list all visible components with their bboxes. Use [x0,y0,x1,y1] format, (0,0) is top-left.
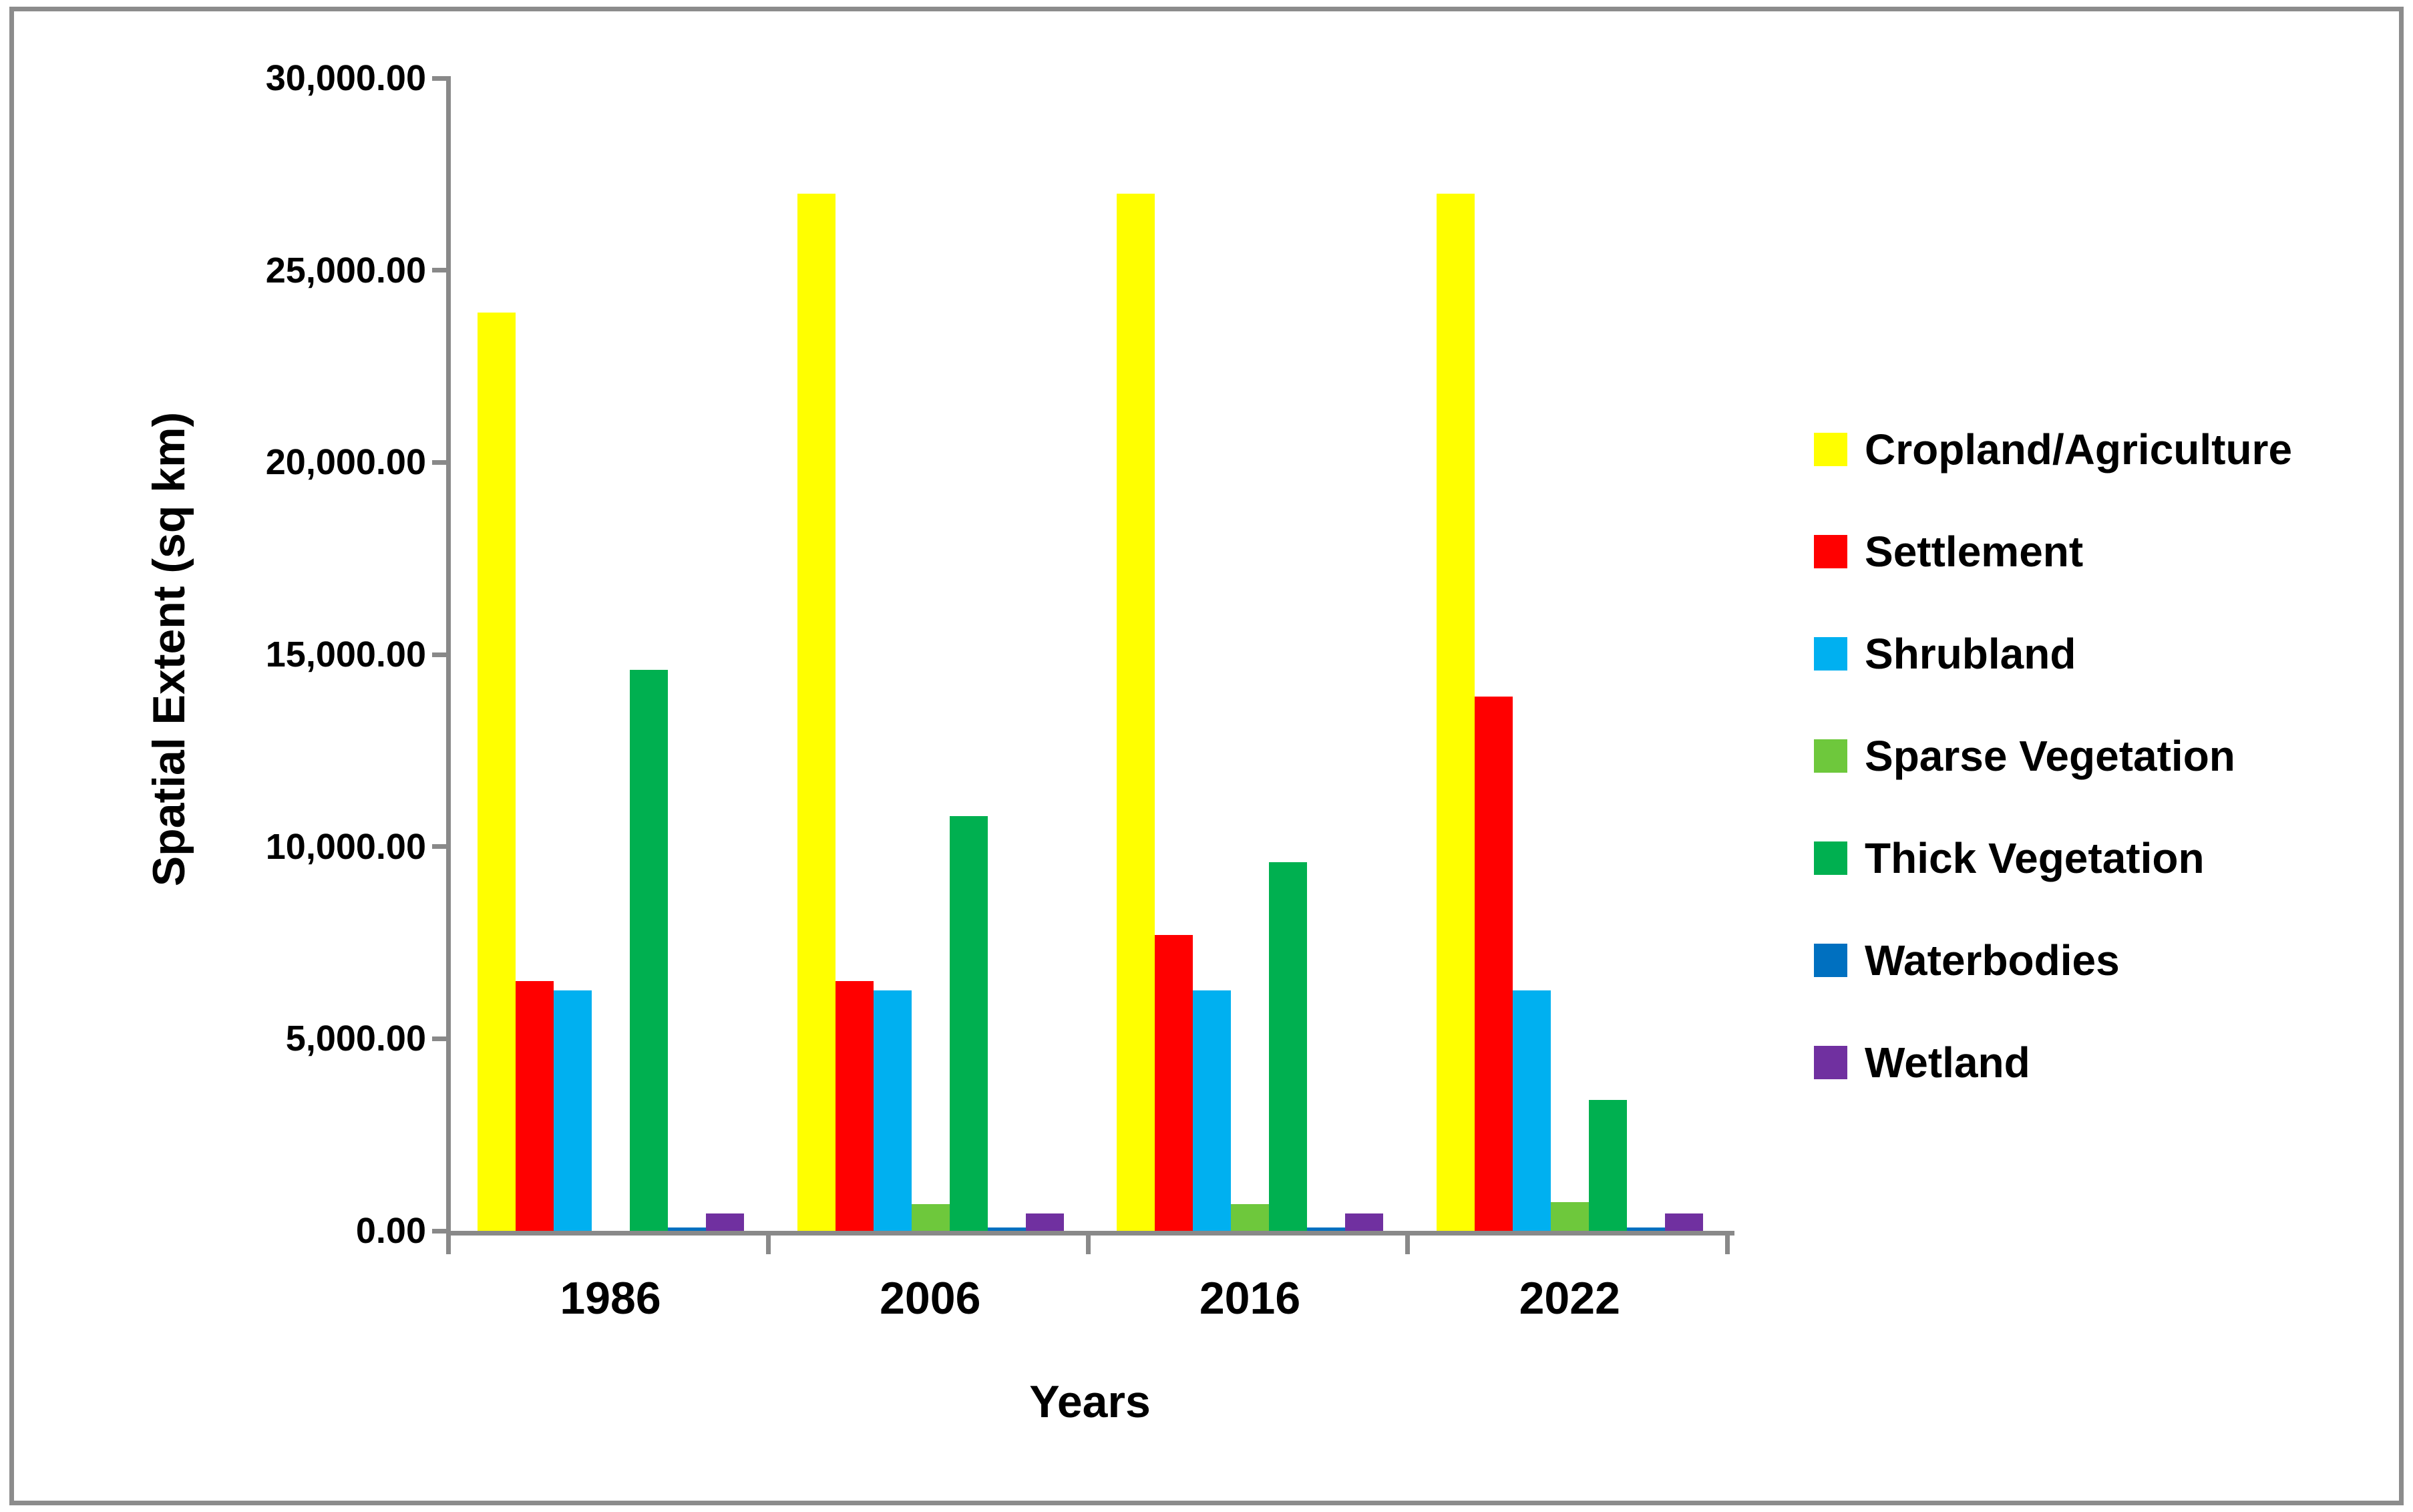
legend-swatch-sparse-vegetation [1814,739,1847,773]
legend-label-wetland: Wetland [1865,1038,2030,1087]
legend: Cropland/Agriculture Settlement Shrubland S… [1814,398,2292,1113]
x-tick-1 [765,1234,771,1254]
bar-waterbodies-2016 [1307,1227,1346,1231]
legend-item-cropland-agriculture: Cropland/Agriculture [1814,398,2292,500]
legend-label-shrubland: Shrubland [1865,629,2076,678]
y-tick-label-5-000-00: 5,000.00 [285,1018,426,1059]
x-tick-4 [1725,1234,1730,1254]
bar-thick-vegetation-2022 [1589,1100,1628,1231]
x-tick-3 [1405,1234,1411,1254]
legend-label-thick-vegetation: Thick Vegetation [1865,833,2205,882]
bar-waterbodies-2006 [987,1227,1026,1231]
legend-swatch-settlement [1814,534,1847,568]
y-tick-label-20-000-00: 20,000.00 [265,442,426,483]
legend-swatch-wetland [1814,1045,1847,1079]
y-axis-line [446,78,451,1239]
x-tick-2 [1085,1234,1091,1254]
plot-area [451,78,1730,1231]
y-tick-25-000-00 [432,268,451,273]
y-tick-label-25-000-00: 25,000.00 [265,250,426,291]
bar-waterbodies-2022 [1627,1227,1666,1231]
legend-item-shrubland: Shrubland [1814,602,2292,705]
legend-item-wetland: Wetland [1814,1011,2292,1113]
legend-label-sparse-vegetation: Sparse Vegetation [1865,731,2235,780]
legend-item-settlement: Settlement [1814,500,2292,602]
bar-sparse-vegetation-2022 [1551,1201,1590,1231]
bar-group-2006 [771,78,1091,1231]
y-tick-label-15-000-00: 15,000.00 [265,634,426,675]
x-axis-line [446,1231,1734,1236]
legend-label-waterbodies: Waterbodies [1865,936,2120,984]
bar-thick-vegetation-1986 [629,670,668,1231]
y-tick-label-0-00: 0.00 [355,1211,426,1251]
legend-swatch-cropland-agriculture [1814,432,1847,466]
y-tick-10-000-00 [432,844,451,849]
bar-sparse-vegetation-2016 [1231,1203,1270,1231]
x-tick-0 [446,1234,451,1254]
bar-sparse-vegetation-2006 [911,1203,950,1231]
bar-settlement-2016 [1155,935,1193,1231]
y-tick-label-10-000-00: 10,000.00 [265,826,426,867]
bar-settlement-2022 [1475,697,1513,1231]
bar-settlement-1986 [515,981,554,1231]
bar-settlement-2006 [835,981,874,1231]
category-label-2016: 2016 [1199,1273,1301,1324]
legend-item-waterbodies: Waterbodies [1814,909,2292,1011]
y-tick-label-30-000-00: 30,000.00 [265,58,426,98]
chart-outer-border [9,7,2404,1505]
bar-shrubland-2022 [1513,990,1551,1231]
y-tick-20-000-00 [432,459,451,465]
legend-swatch-waterbodies [1814,943,1847,977]
bar-shrubland-1986 [553,990,592,1231]
category-label-2006: 2006 [880,1273,981,1324]
bar-cropland-agriculture-2006 [797,193,836,1231]
x-axis-title: Years [1029,1376,1151,1427]
bar-group-2016 [1091,78,1411,1231]
legend-item-sparse-vegetation: Sparse Vegetation [1814,705,2292,807]
legend-swatch-thick-vegetation [1814,841,1847,875]
bar-group-2022 [1410,78,1730,1231]
bar-wetland-1986 [705,1213,744,1231]
bar-group-1986 [451,78,771,1231]
legend-item-thick-vegetation: Thick Vegetation [1814,807,2292,909]
legend-swatch-shrubland [1814,636,1847,671]
legend-label-cropland-agriculture: Cropland/Agriculture [1865,425,2293,474]
bar-cropland-agriculture-2016 [1117,193,1155,1231]
bar-shrubland-2006 [873,990,912,1231]
category-label-1986: 1986 [560,1273,661,1324]
y-tick-30-000-00 [432,75,451,81]
category-label-2022: 2022 [1519,1273,1620,1324]
bar-thick-vegetation-2006 [949,815,988,1231]
y-tick-15-000-00 [432,652,451,657]
y-tick-0-00 [432,1228,451,1234]
bar-wetland-2022 [1665,1213,1704,1231]
bar-wetland-2006 [1025,1213,1064,1231]
bar-cropland-agriculture-2022 [1437,193,1475,1231]
y-tick-5-000-00 [432,1036,451,1041]
bar-wetland-2016 [1345,1213,1384,1231]
bar-thick-vegetation-2016 [1269,862,1308,1231]
bar-waterbodies-1986 [667,1227,706,1231]
bar-cropland-agriculture-1986 [477,312,516,1231]
legend-label-settlement: Settlement [1865,527,2084,576]
bar-shrubland-2016 [1193,990,1232,1231]
